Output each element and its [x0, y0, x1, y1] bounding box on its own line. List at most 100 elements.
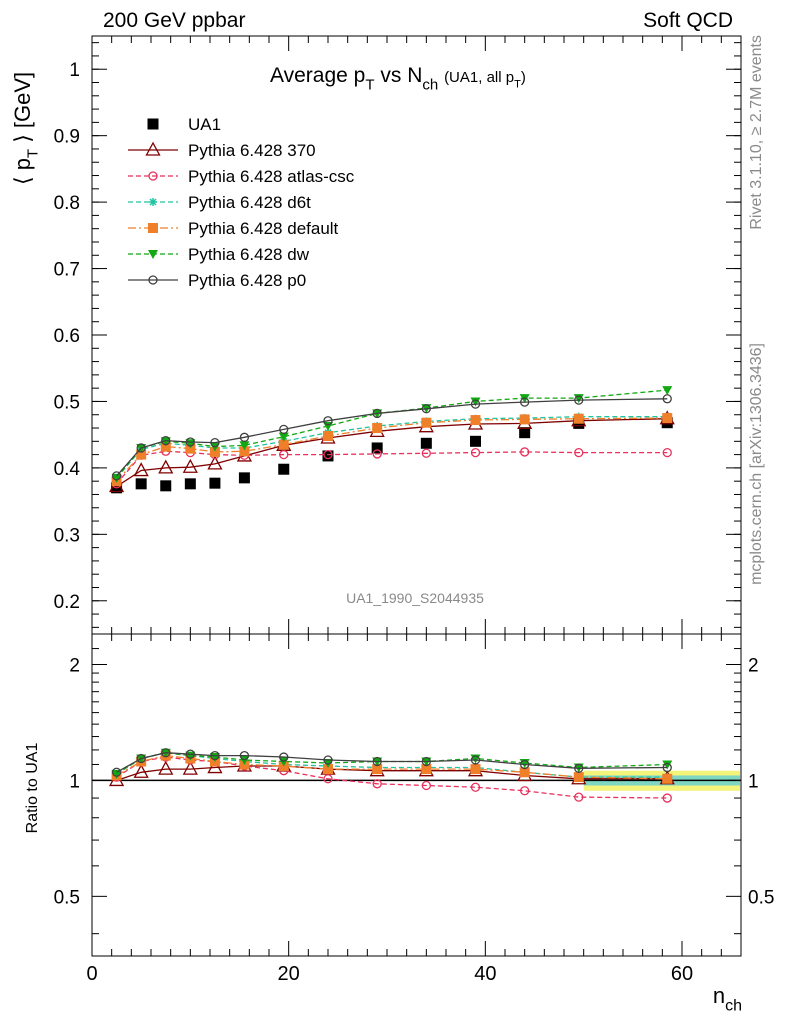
main-point-pythia-6-428-p0	[210, 437, 220, 448]
main-y-tick-label: 0.7	[54, 260, 80, 281]
ratio-point-pythia-6-428-default	[573, 772, 584, 783]
main-y-tick-label: 0.4	[54, 459, 81, 480]
ratio-point-pythia-6-428-atlas-csc	[421, 780, 431, 791]
ratio-x-ticks: 0 20 40 60	[86, 634, 742, 985]
legend-item-pythia-6-428-p0: Pythia 6.428 p0	[128, 271, 306, 290]
main-line-pythia-6-428-dw	[116, 389, 668, 479]
main-y-tick-label: 0.5	[54, 392, 80, 413]
ratio-point-pythia-6-428-p0	[470, 755, 481, 765]
main-point-pythia-6-428-atlas-csc	[421, 448, 431, 458]
legend-label: Pythia 6.428 p0	[188, 271, 306, 290]
side-text-top: Rivet 3.1.10, ≥ 2.7M events	[748, 35, 765, 230]
x-axis-label: nch​	[713, 983, 742, 1015]
main-point-pythia-6-428-370	[133, 462, 149, 477]
main-point-pythia-6-428-default	[470, 415, 481, 426]
main-point-ua1	[160, 480, 172, 492]
main-point-ua1	[420, 437, 432, 449]
ratio-point-pythia-6-428-atlas-csc	[470, 782, 481, 792]
main-point-pythia-6-428-default	[136, 449, 147, 460]
main-point-pythia-6-428-default	[323, 430, 333, 441]
main-point-ua1	[519, 427, 531, 439]
main-point-pythia-6-428-370	[182, 458, 198, 473]
main-point-pythia-6-428-default	[573, 413, 584, 424]
legend-item-pythia-6-428-default: Pythia 6.428 default	[128, 219, 339, 238]
main-point-pythia-6-428-p0	[185, 437, 195, 447]
main-point-pythia-6-428-default	[372, 423, 383, 434]
main-point-pythia-6-428-default	[185, 443, 196, 454]
legend-marker	[148, 171, 158, 181]
main-point-pythia-6-428-dw	[160, 437, 171, 447]
main-point-ua1	[135, 478, 147, 490]
legend-label: Pythia 6.428 d6t	[188, 193, 311, 212]
main-point-pythia-6-428-p0	[421, 404, 431, 414]
ratio-series-pythia-6-428-p0	[111, 748, 672, 777]
ratio-point-pythia-6-428-atlas-csc	[520, 786, 530, 796]
main-line-pythia-6-428-p0	[116, 398, 668, 477]
main-point-pythia-6-428-p0	[372, 408, 382, 419]
main-point-pythia-6-428-p0	[470, 399, 481, 409]
header-right: Soft QCD	[643, 9, 733, 32]
main-point-pythia-6-428-dw	[662, 386, 673, 396]
main-point-pythia-6-428-atlas-csc	[574, 447, 584, 458]
legend-marker	[148, 275, 158, 285]
ratio-point-pythia-6-428-p0	[136, 753, 146, 764]
main-series-ua1	[111, 417, 673, 494]
legend-label: Pythia 6.428 dw	[188, 245, 310, 264]
main-line-pythia-6-428-default	[116, 417, 668, 482]
main-x-ticks	[91, 36, 742, 634]
main-point-ua1	[209, 477, 221, 489]
ratio-point-pythia-6-428-dw	[662, 760, 673, 770]
main-point-ua1	[470, 435, 481, 447]
main-y-tick-label: 0.8	[54, 193, 80, 214]
main-point-pythia-6-428-default	[160, 441, 171, 452]
main-point-ua1	[278, 463, 290, 475]
ratio-point-pythia-6-428-p0	[662, 762, 672, 773]
main-point-ua1	[322, 450, 334, 462]
ratio-y-tick-label: 1	[69, 771, 80, 792]
main-point-pythia-6-428-dw	[470, 397, 481, 407]
main-point-pythia-6-428-default	[662, 413, 673, 424]
legend-item-pythia-6-428-d6t: Pythia 6.428 d6t	[128, 193, 311, 212]
x-tick-label: 40	[474, 963, 496, 985]
main-panel: 0.2 0.3 0.4 0.5 0.6 0.7 0.8 0.9 1 UA1_1990_S2044…	[10, 35, 742, 635]
main-point-ua1	[371, 442, 383, 454]
main-point-pythia-6-428-370	[207, 455, 223, 470]
main-series-pythia-6-428-p0	[111, 394, 672, 481]
legend-marker	[149, 198, 157, 206]
main-point-pythia-6-428-default	[239, 446, 250, 457]
ratio-point-pythia-6-428-370	[133, 763, 149, 778]
ratio-plot-frame	[91, 633, 742, 957]
legend-marker	[148, 250, 158, 259]
ratio-point-pythia-6-428-p0	[161, 748, 171, 758]
ratio-point-pythia-6-428-p0	[210, 750, 220, 761]
ratio-point-pythia-6-428-p0	[111, 767, 122, 777]
ratio-point-pythia-6-428-p0	[323, 755, 333, 765]
side-text-bottom: mcplots.cern.ch [arXiv:1306.3436]	[748, 343, 765, 585]
main-point-pythia-6-428-p0	[574, 395, 584, 405]
main-point-pythia-6-428-dw	[278, 432, 289, 442]
ratio-point-pythia-6-428-atlas-csc	[662, 793, 672, 803]
chart-title: Average pT​ vs Nch​ (UA1, all pT​)	[270, 64, 526, 93]
ratio-y-tick-label-right: 1	[748, 771, 759, 792]
main-series-pythia-6-428-dw	[111, 386, 673, 483]
ratio-point-pythia-6-428-370	[158, 760, 174, 775]
main-point-pythia-6-428-atlas-csc	[323, 449, 333, 460]
ratio-point-pythia-6-428-default	[470, 764, 481, 775]
legend-marker	[147, 118, 159, 130]
main-line-pythia-6-428-atlas-csc	[116, 450, 668, 485]
main-point-pythia-6-428-p0	[136, 443, 146, 453]
main-point-pythia-6-428-atlas-csc	[662, 447, 672, 458]
legend-marker	[148, 223, 158, 233]
legend-item-pythia-6-428-370: Pythia 6.428 370	[128, 141, 316, 160]
main-point-pythia-6-428-atlas-csc	[520, 447, 530, 457]
main-point-pythia-6-428-p0	[111, 471, 122, 481]
x-tick-label: 20	[278, 963, 300, 985]
ratio-point-pythia-6-428-p0	[574, 763, 584, 773]
main-series-pythia-6-428-atlas-csc	[111, 446, 672, 489]
main-y-axis-label: ⟨ pT​ ⟩ [GeV]	[10, 72, 42, 185]
legend-label: Pythia 6.428 default	[188, 219, 339, 238]
ratio-y-tick-label: 2	[69, 655, 80, 676]
legend-item-pythia-6-428-dw: Pythia 6.428 dw	[128, 245, 310, 264]
main-point-pythia-6-428-p0	[239, 432, 250, 442]
